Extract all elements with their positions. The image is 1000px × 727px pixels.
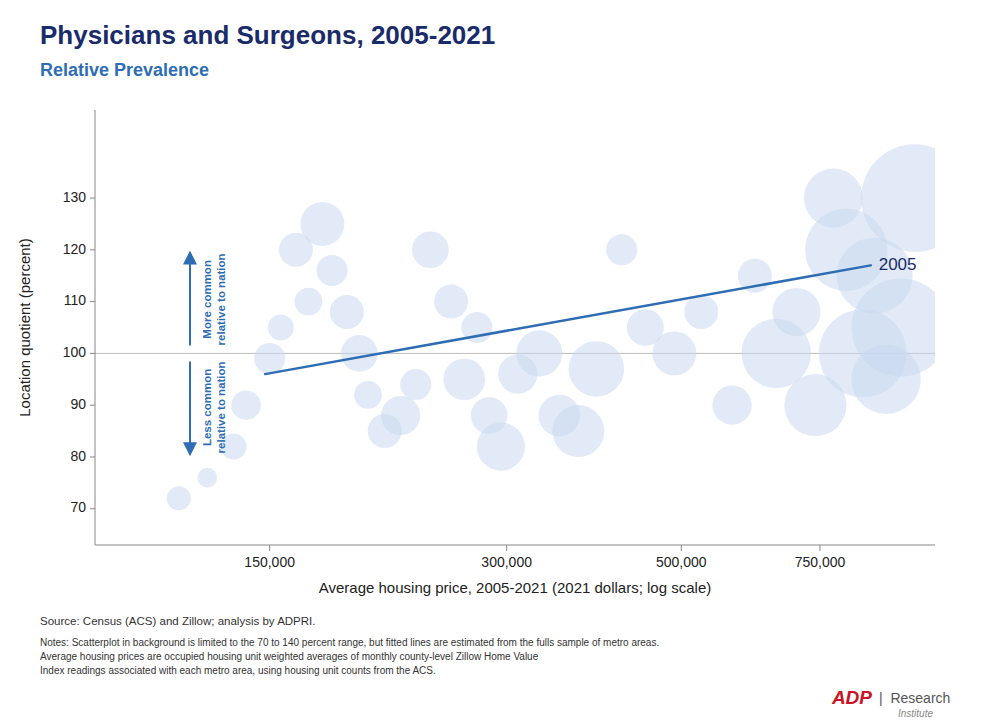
bubble bbox=[316, 255, 347, 286]
notes-line: Notes: Scatterplot in background is limi… bbox=[40, 637, 659, 648]
x-axis-label: Average housing price, 2005-2021 (2021 d… bbox=[319, 579, 711, 596]
y-tick-label: 130 bbox=[63, 189, 87, 205]
y-tick-label: 110 bbox=[64, 292, 87, 308]
bubble bbox=[861, 144, 935, 252]
annotation-line: relative to nation bbox=[215, 361, 227, 453]
bubble bbox=[477, 423, 525, 471]
y-tick bbox=[90, 508, 95, 509]
bubble bbox=[516, 330, 562, 376]
y-tick-label: 90 bbox=[70, 396, 86, 412]
y-tick bbox=[90, 405, 95, 406]
logo-mark: ADP bbox=[831, 687, 872, 708]
notes-line: Index readings associated with each metr… bbox=[40, 665, 436, 676]
bubble bbox=[684, 295, 718, 329]
bubble bbox=[341, 335, 378, 372]
bubble bbox=[254, 343, 285, 374]
logo-name: | Research bbox=[879, 690, 950, 706]
annotation: Less commonrelative to nation bbox=[201, 361, 227, 453]
line-label: 2005 bbox=[879, 255, 917, 274]
x-tick bbox=[506, 545, 507, 551]
x-tick-label: 500,000 bbox=[656, 554, 707, 570]
bubble bbox=[569, 341, 625, 397]
y-tick bbox=[90, 301, 95, 302]
bubble bbox=[330, 295, 364, 329]
bubble bbox=[167, 486, 191, 510]
background bbox=[0, 0, 1000, 727]
x-tick bbox=[681, 545, 682, 551]
bubble bbox=[434, 285, 468, 319]
y-tick bbox=[90, 198, 95, 199]
notes-line: Average housing prices are occupied hous… bbox=[40, 651, 539, 662]
y-axis-label: Location quotient (percent) bbox=[16, 238, 33, 416]
chart: Physicians and Surgeons, 2005-2021 Relati… bbox=[0, 0, 1000, 727]
x-tick-label: 750,000 bbox=[795, 554, 846, 570]
annotation-line: Less common bbox=[201, 369, 213, 446]
annotation-arrow bbox=[189, 361, 191, 453]
x-axis-line bbox=[95, 545, 935, 546]
bubble bbox=[400, 369, 431, 400]
bubble bbox=[412, 231, 449, 268]
bubble bbox=[772, 288, 820, 336]
bubble bbox=[231, 390, 260, 419]
bubble bbox=[852, 278, 935, 376]
x-tick-label: 300,000 bbox=[481, 554, 532, 570]
bubble bbox=[354, 381, 382, 409]
bubble bbox=[606, 234, 637, 265]
y-axis-line bbox=[95, 110, 96, 545]
y-tick-label: 120 bbox=[63, 241, 87, 257]
notes: Notes: Scatterplot in background is limi… bbox=[40, 637, 659, 676]
x-tick bbox=[269, 545, 270, 551]
bubble bbox=[198, 468, 218, 488]
annotation: More commonrelative to nation bbox=[201, 253, 227, 345]
x-tick bbox=[819, 545, 820, 551]
subtitle: Relative Prevalence bbox=[40, 60, 209, 80]
y-tick-label: 80 bbox=[70, 448, 86, 464]
bubble bbox=[443, 358, 485, 400]
x-tick-label: 150,000 bbox=[244, 554, 295, 570]
title: Physicians and Surgeons, 2005-2021 bbox=[40, 20, 495, 50]
bubble bbox=[712, 386, 751, 425]
source: Source: Census (ACS) and Zillow; analysi… bbox=[40, 615, 315, 627]
bubble bbox=[381, 396, 420, 435]
logo-sub: Institute bbox=[898, 708, 933, 719]
bubble bbox=[300, 202, 344, 246]
y-tick bbox=[90, 456, 95, 457]
bubble bbox=[295, 288, 323, 316]
annotation-arrow bbox=[189, 253, 191, 345]
plot-area bbox=[95, 144, 935, 510]
annotation-line: More common bbox=[201, 260, 213, 339]
y-tick-label: 100 bbox=[63, 344, 87, 360]
fitted-line bbox=[265, 265, 871, 374]
y-tick-label: 70 bbox=[70, 499, 86, 515]
annotation-line: relative to nation bbox=[215, 253, 227, 345]
y-tick bbox=[90, 353, 95, 354]
y-tick bbox=[90, 249, 95, 250]
bubble bbox=[552, 405, 604, 457]
bubble bbox=[652, 331, 696, 375]
bubble bbox=[268, 315, 294, 341]
